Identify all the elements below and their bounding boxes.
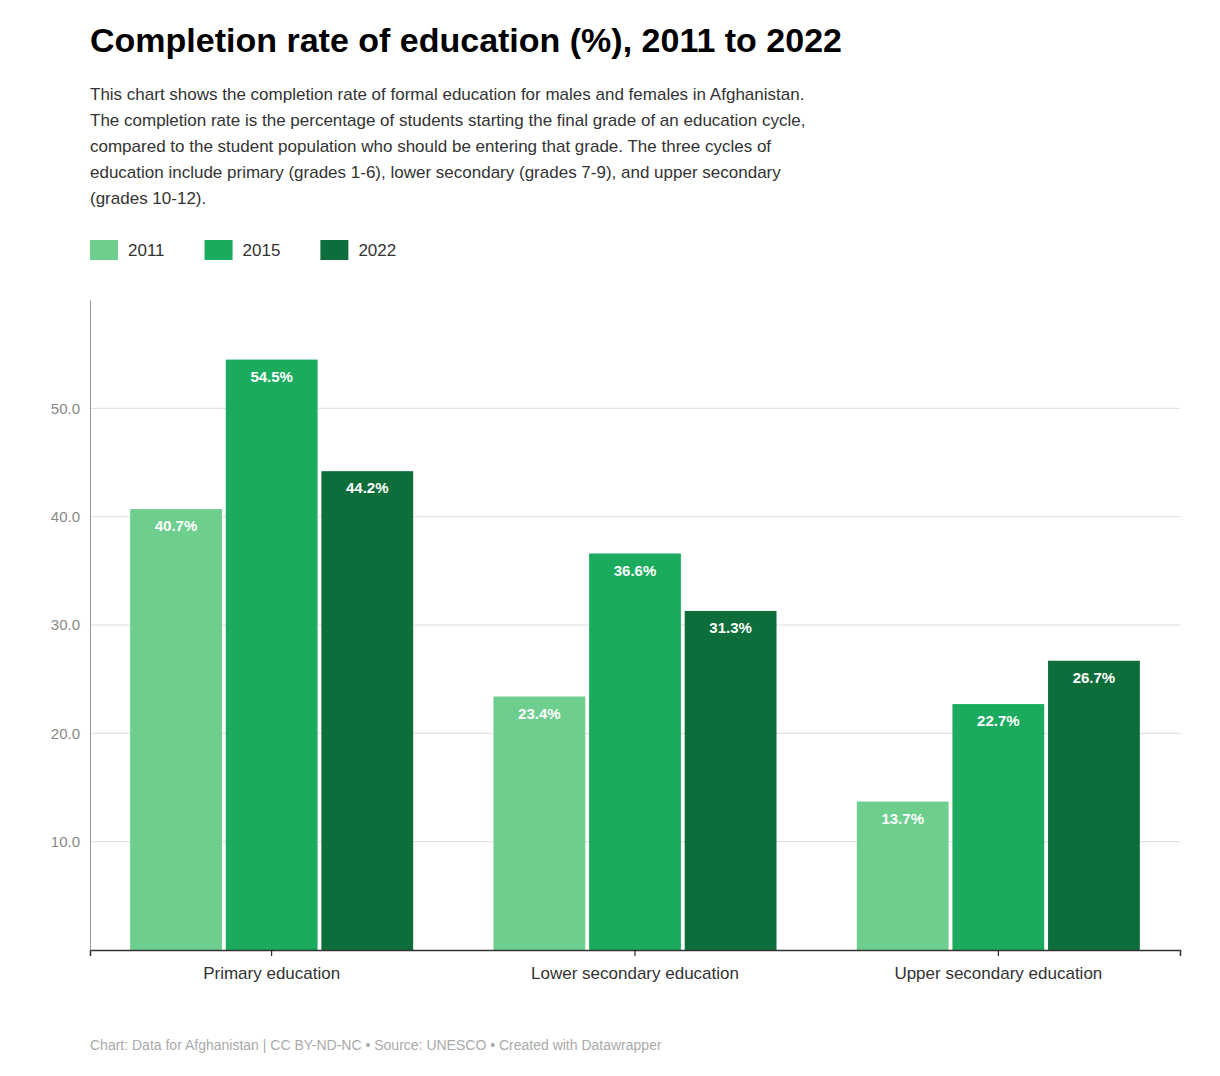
legend-swatch <box>90 240 118 260</box>
bar <box>952 704 1044 950</box>
data-labels: 40.7% 23.4% 13.7% 54.5% 36.6% 22.7% 44.2% 31.3%… <box>155 368 1115 827</box>
data-label: 23.4% <box>518 705 561 722</box>
y-tick: 30.0 <box>51 616 90 633</box>
y-tick-label: 40.0 <box>51 508 80 525</box>
bar <box>589 554 681 951</box>
y-tick: 10.0 <box>51 833 90 850</box>
bar <box>857 802 949 950</box>
x-tick: Primary education <box>203 950 340 983</box>
x-tick-label: Upper secondary education <box>894 964 1102 983</box>
y-axis-line <box>90 301 91 951</box>
bar <box>1048 661 1140 950</box>
x-tick-mark <box>271 950 272 956</box>
bar-series <box>321 471 1139 950</box>
x-tick-mark <box>998 950 999 956</box>
data-label: 13.7% <box>881 810 924 827</box>
y-tick-label: 50.0 <box>51 400 80 417</box>
data-label: 40.7% <box>155 517 198 534</box>
legend-item: 2015 <box>205 240 281 260</box>
chart-subtitle: This chart shows the completion rate of … <box>90 85 805 208</box>
y-tick-label: 10.0 <box>51 833 80 850</box>
legend-label: 2011 <box>128 241 165 260</box>
legend-swatch <box>205 240 233 260</box>
data-label: 31.3% <box>709 619 752 636</box>
bar <box>130 509 222 950</box>
footer: Chart: Data for Afghanistan | CC BY-ND-N… <box>90 1037 662 1053</box>
bar <box>321 471 413 950</box>
x-tick-mark <box>635 950 636 956</box>
data-label: 26.7% <box>1073 669 1116 686</box>
bar <box>226 360 318 950</box>
x-tick-label: Primary education <box>203 964 340 983</box>
legend-swatch <box>320 240 348 260</box>
y-tick-label: 30.0 <box>51 616 80 633</box>
x-tick: Upper secondary education <box>894 950 1102 983</box>
y-axis: 10.0 20.0 30.0 40.0 50.0 <box>51 301 91 951</box>
x-axis: Primary education Lower secondary educati… <box>91 950 1181 983</box>
legend: 2011 2015 2022 <box>90 240 396 260</box>
chart-svg: Completion rate of education (%), 2011 t… <box>0 0 1220 1076</box>
bar <box>685 611 777 950</box>
y-tick-label: 20.0 <box>51 725 80 742</box>
subtitle-line: (grades 10-12). <box>90 189 206 208</box>
legend-item: 2022 <box>320 240 396 260</box>
x-tick-label: Lower secondary education <box>531 964 739 983</box>
bar <box>493 697 585 951</box>
data-label: 22.7% <box>977 712 1020 729</box>
data-label: 44.2% <box>346 479 389 496</box>
y-tick: 40.0 <box>51 508 90 525</box>
x-tick: Lower secondary education <box>531 950 739 983</box>
data-label: 54.5% <box>250 368 293 385</box>
data-label: 36.6% <box>614 562 657 579</box>
x-axis-line <box>91 951 1181 957</box>
subtitle-line: This chart shows the completion rate of … <box>90 85 804 104</box>
subtitle-line: education include primary (grades 1-6), … <box>90 163 781 182</box>
subtitle-line: The completion rate is the percentage of… <box>90 111 805 130</box>
y-tick: 50.0 <box>51 400 90 417</box>
legend-item: 2011 <box>90 240 165 260</box>
subtitle-line: compared to the student population who s… <box>90 137 771 156</box>
bar-series <box>226 360 1044 950</box>
legend-label: 2015 <box>243 241 281 260</box>
legend-label: 2022 <box>358 241 396 260</box>
chart-title: Completion rate of education (%), 2011 t… <box>90 21 842 59</box>
bars <box>130 360 1140 950</box>
y-tick: 20.0 <box>51 725 90 742</box>
